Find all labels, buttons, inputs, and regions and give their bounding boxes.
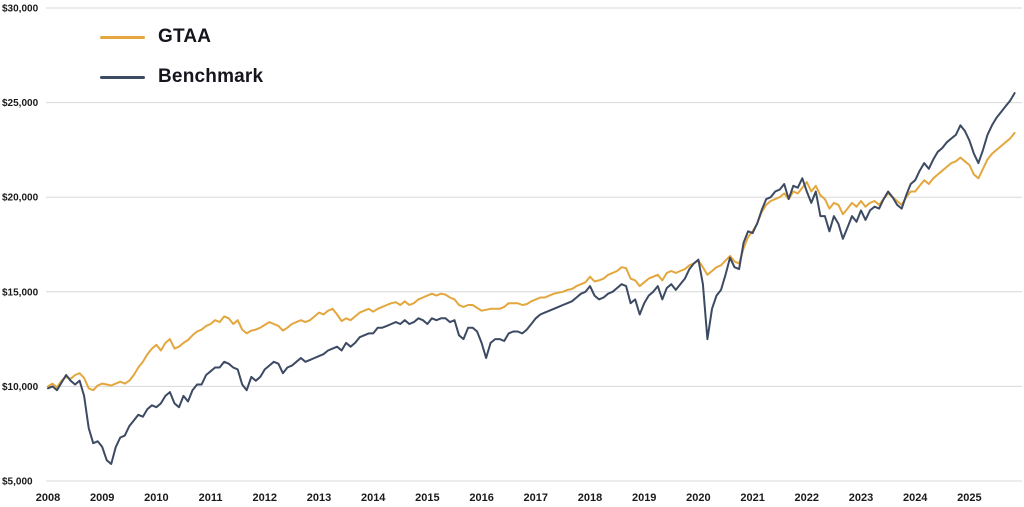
x-axis-label: 2009 (90, 492, 114, 504)
gtaa-line (47, 131, 1016, 392)
benchmark-line-swatch (100, 75, 145, 79)
x-axis-label: 2014 (361, 492, 386, 504)
x-axis-label: 2023 (849, 492, 873, 504)
x-axis-label: 2015 (415, 492, 439, 504)
chart-legend: GTAA Benchmark (100, 22, 263, 102)
x-axis-label: 2017 (524, 492, 548, 504)
x-axis-label: 2016 (469, 492, 493, 504)
legend-label-benchmark: Benchmark (158, 66, 264, 87)
x-axis-label: 2012 (253, 492, 277, 504)
x-axis-label: 2019 (632, 492, 656, 504)
legend-item-benchmark: Benchmark (100, 62, 263, 92)
x-axis-label: 2010 (144, 492, 168, 504)
x-axis-label: 2020 (686, 492, 710, 504)
x-axis-label: 2022 (795, 492, 819, 504)
y-axis-label: $5,000 (2, 477, 33, 488)
legend-item-gtaa: GTAA (100, 22, 263, 52)
x-axis-label: 2024 (903, 492, 928, 504)
legend-label-gtaa: GTAA (158, 26, 212, 47)
x-axis-label: 2021 (740, 492, 764, 504)
x-axis-label: 2008 (36, 492, 60, 504)
y-axis-label: $30,000 (2, 4, 39, 15)
x-axis-label: 2013 (307, 492, 331, 504)
y-axis-label: $15,000 (2, 287, 39, 298)
y-axis-label: $20,000 (2, 193, 39, 204)
x-axis-label: 2018 (578, 492, 602, 504)
x-axis-label: 2011 (199, 492, 223, 504)
gtaa-line-swatch (100, 35, 145, 39)
y-axis-label: $25,000 (2, 98, 39, 109)
x-axis-label: 2025 (957, 492, 981, 504)
benchmark-line (47, 92, 1016, 465)
y-axis-label: $10,000 (2, 382, 39, 393)
